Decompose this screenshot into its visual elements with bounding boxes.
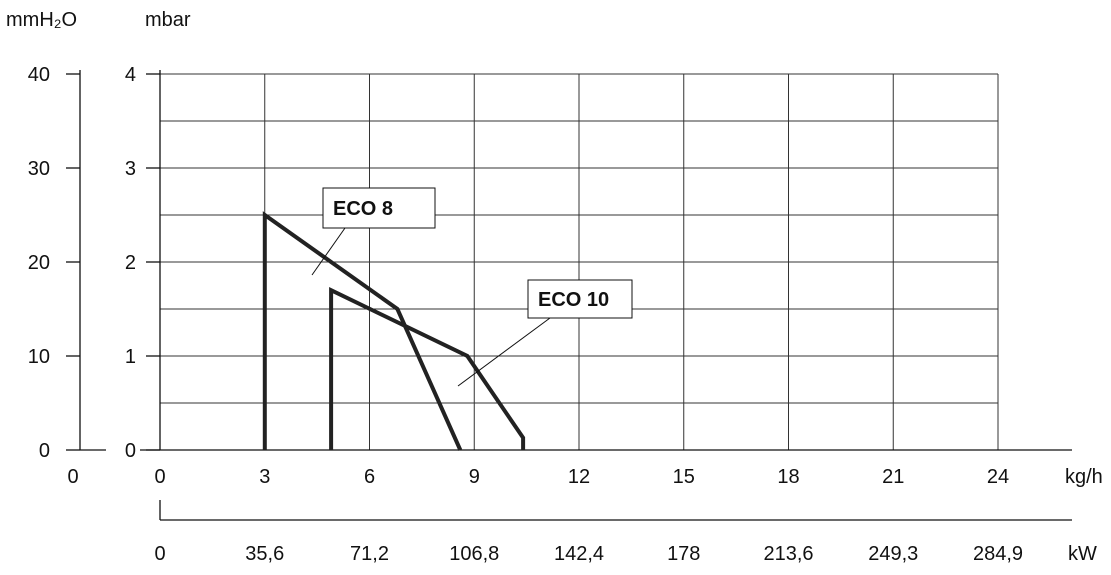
- x-tick-label-kw: 284,9: [973, 543, 1023, 565]
- x-tick-label-kw: 213,6: [763, 543, 813, 565]
- y-tick-label-mmh2o: 0: [39, 440, 50, 462]
- y-tick-label-mmh2o: 40: [28, 64, 50, 86]
- x-tick-label-kw: 249,3: [868, 543, 918, 565]
- y-axis-label-mbar: mbar: [145, 9, 191, 31]
- y-tick-label-mbar: 2: [125, 252, 136, 274]
- y-axis-label-mmh2o: mmH₂O: [6, 9, 77, 31]
- callout-label-eco-10: ECO 10: [538, 289, 609, 311]
- y-tick-label-mbar: 1: [125, 346, 136, 368]
- x-tick-label-kgh: 0: [154, 466, 165, 488]
- series: [262, 211, 526, 451]
- x-tick-label-kgh: 15: [673, 466, 695, 488]
- x-tick-label-kgh: 24: [987, 466, 1009, 488]
- grid: [160, 73, 999, 450]
- x-axis-label-kgh: kg/h: [1065, 466, 1103, 488]
- mmh2o-x-zero-label: 0: [67, 466, 78, 488]
- x-tick-label-kw: 0: [154, 543, 165, 565]
- callout-leader-eco-8: [311, 227, 346, 276]
- y-tick-label-mmh2o: 20: [28, 252, 50, 274]
- y-tick-label-mbar: 0: [125, 440, 136, 462]
- x-tick-label-kgh: 3: [259, 466, 270, 488]
- x-tick-label-kw: 71,2: [350, 543, 389, 565]
- series-line-eco-8: [262, 211, 463, 451]
- x-tick-label-kgh: 9: [469, 466, 480, 488]
- x-tick-label-kw: 142,4: [554, 543, 604, 565]
- x-tick-label-kw: 178: [667, 543, 700, 565]
- series-line-eco-10: [329, 287, 526, 450]
- y-tick-label-mbar: 4: [125, 64, 136, 86]
- x-tick-label-kgh: 12: [568, 466, 590, 488]
- callout-box-eco-8: [322, 187, 436, 229]
- callouts: ECO 8 ECO 10: [311, 187, 633, 387]
- x-tick-label-kgh: 18: [777, 466, 799, 488]
- callout-leader-eco-10: [457, 317, 551, 387]
- x-tick-label-kw: 106,8: [449, 543, 499, 565]
- x-tick-label-kw: 35,6: [245, 543, 284, 565]
- x-tick-label-kgh: 21: [882, 466, 904, 488]
- y-tick-label-mbar: 3: [125, 158, 136, 180]
- x-axis-label-kw: kW: [1068, 543, 1097, 565]
- callout-box-eco-10: [527, 279, 633, 319]
- y-tick-label-mmh2o: 10: [28, 346, 50, 368]
- y-tick-label-mmh2o: 30: [28, 158, 50, 180]
- callout-label-eco-8: ECO 8: [333, 198, 393, 220]
- axes: [66, 70, 1072, 521]
- x-tick-label-kgh: 6: [364, 466, 375, 488]
